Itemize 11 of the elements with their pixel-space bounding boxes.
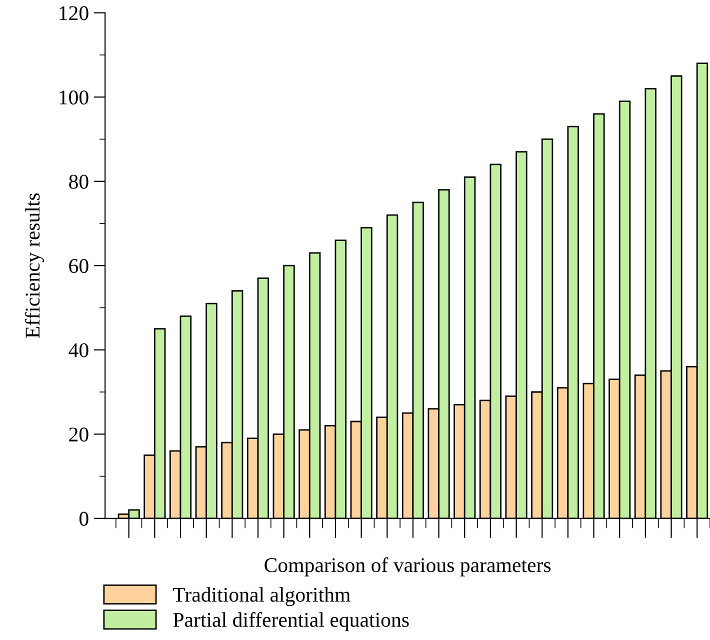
y-tick-label: 0 bbox=[79, 512, 88, 526]
y-tick-label: 80 bbox=[69, 174, 88, 189]
y-axis-title: Efficiency results bbox=[24, 193, 44, 338]
y-tick-label: 100 bbox=[60, 90, 88, 104]
legend-label: Traditional algorithm bbox=[173, 587, 350, 606]
y-tick-label: 20 bbox=[69, 428, 88, 442]
x-axis-title: Comparison of various parameters bbox=[264, 557, 551, 576]
y-tick-label: 40 bbox=[68, 343, 88, 358]
y-tick-label: 120 bbox=[60, 6, 88, 20]
y-tick-label: 60 bbox=[69, 258, 88, 274]
legend-label: Partial differential equations bbox=[173, 612, 409, 632]
